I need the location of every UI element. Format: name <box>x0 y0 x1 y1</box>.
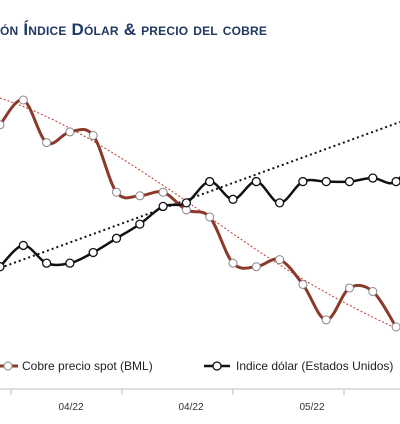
copper-point-9 <box>205 212 215 222</box>
dollar-point-10 <box>228 194 238 204</box>
dollar-point-12 <box>274 198 285 208</box>
dollar-trendline <box>0 121 400 269</box>
copper-point-3 <box>65 127 75 137</box>
dollar-point-7 <box>158 201 168 212</box>
copper-series-line <box>0 98 398 328</box>
copper-point-4 <box>88 130 98 140</box>
dollar-point-8 <box>181 198 192 208</box>
dollar-series-line <box>0 175 400 268</box>
dollar-point-16 <box>368 173 378 183</box>
copper-point-1 <box>18 95 28 105</box>
legend-dollar-label: Indice dólar (Estados Unidos) <box>236 359 393 373</box>
copper-point-2 <box>42 138 52 148</box>
copper-point-15 <box>345 283 354 293</box>
copper-point-12 <box>275 255 285 265</box>
legend-copper-label: Cobre precio spot (BML) <box>22 359 153 373</box>
copper-point-14 <box>321 315 331 325</box>
dollar-point-9 <box>205 176 215 187</box>
chart-title-text: ón Índice Dólar & precio del cobre <box>0 20 268 39</box>
copper-trendline <box>0 97 400 331</box>
dollar-point-14 <box>321 176 331 187</box>
legend-dollar-marker <box>212 361 222 371</box>
legend-copper-marker <box>3 361 13 371</box>
dollar-point-1 <box>18 240 28 251</box>
dollar-point-4 <box>88 247 98 258</box>
copper-point-17 <box>391 322 400 332</box>
copper-point-10 <box>228 258 238 268</box>
copper-point-0 <box>0 120 5 130</box>
copper-point-7 <box>158 187 168 197</box>
dollar-point-17 <box>391 176 400 187</box>
chart-title: ón Índice Dólar & precio del cobre <box>0 20 267 40</box>
x-tick-label-0: 04/22 <box>58 402 83 413</box>
dollar-point-2 <box>41 258 52 268</box>
copper-point-6 <box>135 191 145 201</box>
copper-point-11 <box>251 262 261 272</box>
x-tick-label-1: 04/22 <box>178 402 203 413</box>
dollar-point-11 <box>251 176 261 187</box>
dollar-point-13 <box>298 176 308 187</box>
copper-point-13 <box>298 279 308 289</box>
copper-point-16 <box>368 287 378 297</box>
dollar-point-15 <box>344 176 355 187</box>
dollar-point-6 <box>135 219 145 229</box>
copper-point-5 <box>112 187 121 197</box>
dollar-point-0 <box>0 262 5 272</box>
dollar-point-3 <box>65 258 75 268</box>
x-tick-label-2: 05/22 <box>299 402 324 413</box>
dollar-point-5 <box>111 233 122 243</box>
